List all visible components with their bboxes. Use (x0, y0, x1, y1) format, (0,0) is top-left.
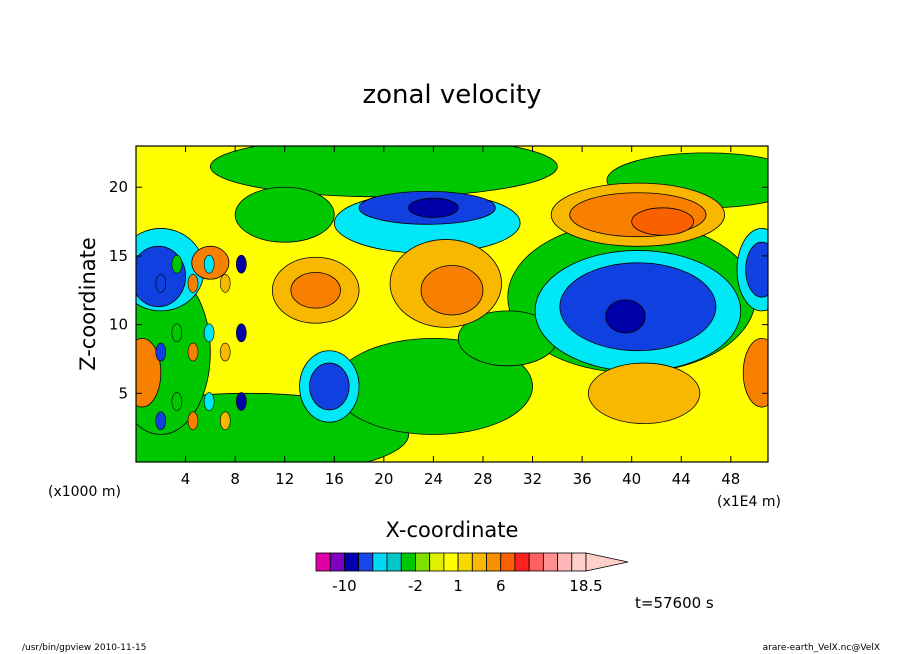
footer-right: arare-earth_VelX.nc@VelX (763, 643, 880, 653)
x-tick-label: 24 (424, 470, 443, 488)
y-tick-label: 15 (109, 247, 128, 265)
contour-region-orange (742, 337, 768, 408)
colorbar-label: -2 (408, 577, 423, 595)
colorbar-label: -10 (332, 577, 357, 595)
x-tick-label: 32 (523, 470, 542, 488)
contour-region-stripe (203, 323, 215, 343)
contour-region-stripe (219, 274, 231, 293)
colorbar-swatch (571, 552, 587, 572)
footer-left: /usr/bin/gpview 2010-11-15 (22, 643, 146, 653)
x-tick-label: 4 (181, 470, 191, 488)
colorbar-swatch (528, 552, 544, 572)
colorbar-swatch (344, 552, 360, 572)
contour-region-stripe (219, 411, 231, 431)
x-tick-label: 40 (622, 470, 641, 488)
contour-region-stripe (171, 323, 183, 343)
contour-region-navy (605, 299, 646, 334)
colorbar-swatch (329, 552, 345, 572)
x-unit-left: (x1000 m) (48, 484, 121, 500)
x-tick-label: 20 (374, 470, 393, 488)
y-tick-label: 5 (118, 384, 128, 402)
y-axis: 5 10 15 20 (109, 178, 768, 402)
x-tick-label: 36 (573, 470, 592, 488)
colorbar-swatch (486, 552, 502, 572)
colorbar-swatch (557, 552, 573, 572)
plot-frame (135, 145, 769, 463)
colorbar-label: 6 (496, 577, 506, 595)
contour-region-stripe (187, 342, 199, 362)
contour-region-stripe (155, 274, 167, 293)
contour-region-orange (290, 271, 341, 309)
colorbar-extension-arrow (585, 552, 629, 572)
contour-region-stripe (155, 411, 167, 431)
colorbar-swatch (500, 552, 516, 572)
colorbar-swatch (415, 552, 431, 572)
colorbar-swatch (443, 552, 459, 572)
colorbar-swatch (542, 552, 558, 572)
contour-region-stripe (203, 392, 215, 411)
contour-region-lightorange (587, 362, 701, 424)
colorbar-swatch (358, 552, 374, 572)
x-tick-label: 28 (473, 470, 492, 488)
x-axis: 4 8 12 16 20 24 28 32 36 40 44 48 (181, 146, 740, 488)
x-tick-label: 8 (230, 470, 240, 488)
colorbar (315, 552, 629, 572)
colorbar-swatch (471, 552, 487, 572)
contour-region-stripe (171, 392, 183, 411)
y-tick-label: 20 (109, 178, 128, 196)
contour-region-stripe (219, 342, 231, 362)
colorbar-swatch (315, 552, 331, 572)
contour-region-stripe (171, 254, 183, 274)
contour-region-darkorange (631, 207, 695, 236)
contour-region-stripe (187, 274, 199, 293)
colorbar-labels: -10 -2 1 6 18.5 (332, 577, 603, 595)
x-tick-label: 12 (275, 470, 294, 488)
colorbar-swatch (514, 552, 530, 572)
colorbar-label: 18.5 (569, 577, 602, 595)
colorbar-swatch (386, 552, 402, 572)
x-tick-label: 44 (672, 470, 691, 488)
contour-region-orange (136, 337, 162, 408)
plot-area (136, 146, 768, 462)
contour-region-blue (309, 362, 350, 411)
colorbar-swatch (429, 552, 445, 572)
y-tick-label: 10 (109, 316, 128, 334)
x-tick-label: 16 (325, 470, 344, 488)
x-tick-label: 48 (721, 470, 740, 488)
colorbar-label: 1 (453, 577, 463, 595)
time-label: t=57600 s (635, 594, 714, 612)
contour-region-stripe (187, 411, 199, 431)
contour-region-stripe (236, 323, 247, 343)
contour-region-orange (420, 265, 484, 316)
x-unit-right: (x1E4 m) (717, 494, 781, 510)
contour-region-stripe (236, 254, 247, 274)
contour-region-stripe (203, 254, 215, 274)
contour-region-blue (745, 241, 768, 298)
contour-region-green (234, 186, 335, 243)
y-axis-label: Z-coordinate (76, 237, 100, 371)
colorbar-swatch (400, 552, 416, 572)
contour-region-stripe (236, 392, 247, 411)
colorbar-swatch (372, 552, 388, 572)
x-axis-label: X-coordinate (386, 518, 519, 542)
contour-region-navy (408, 197, 459, 218)
contour-field (136, 146, 768, 462)
chart-title: zonal velocity (362, 80, 541, 110)
contour-region-stripe (155, 342, 167, 362)
colorbar-swatch (457, 552, 473, 572)
